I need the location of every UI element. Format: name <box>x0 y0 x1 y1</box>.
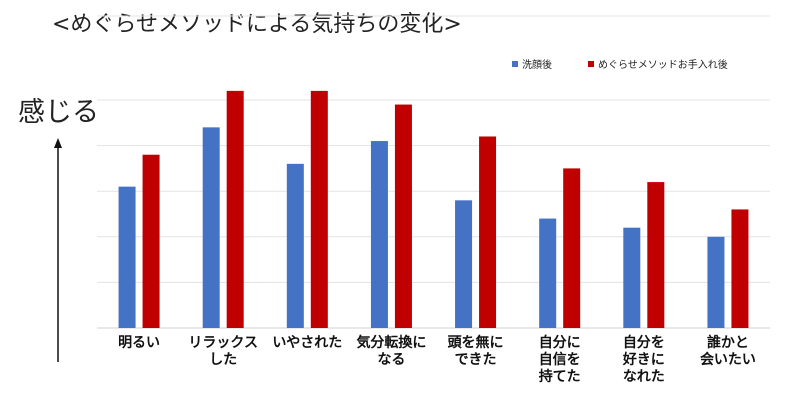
bar-after-5 <box>563 168 581 328</box>
category-label: 気分転換に <box>356 334 426 351</box>
legend-swatch-before <box>512 60 518 67</box>
bar-before-2 <box>286 163 304 328</box>
category-label: 会いたい <box>700 351 756 368</box>
category-label: なる <box>377 352 405 368</box>
bar-after-3 <box>394 104 412 328</box>
legend: 洗顔後 めぐらせメソッドお手入れ後 <box>512 56 728 71</box>
bar-after-1 <box>226 90 244 328</box>
category-label: 頭を無に <box>448 334 504 351</box>
bar-before-6 <box>623 227 641 328</box>
category-label: 自分を <box>623 334 665 351</box>
category-label: できた <box>455 352 497 368</box>
category-label: 明るい <box>118 335 160 351</box>
legend-item-after: めぐらせメソッドお手入れ後 <box>588 56 728 71</box>
bar-before-1 <box>202 127 220 328</box>
category-label: した <box>209 352 237 368</box>
bar-after-0 <box>142 154 160 328</box>
bar-after-7 <box>731 209 749 328</box>
category-label: 好きに <box>622 351 665 368</box>
legend-label-before: 洗顔後 <box>522 60 552 71</box>
bar-after-4 <box>479 136 497 328</box>
arrow-up-icon <box>54 138 62 148</box>
bar-after-2 <box>310 90 328 328</box>
y-axis-label: 感じる <box>18 97 99 128</box>
legend-swatch-after <box>588 60 594 67</box>
category-label: なれた <box>623 369 665 385</box>
bar-before-5 <box>539 218 557 328</box>
category-label: リラックス <box>188 335 258 351</box>
bar-before-7 <box>707 236 725 328</box>
legend-item-before: 洗顔後 <box>512 56 552 71</box>
category-label: 自信を <box>539 351 581 368</box>
legend-label-after: めぐらせメソッドお手入れ後 <box>598 60 728 71</box>
category-label: 持てた <box>539 368 581 385</box>
bar-before-4 <box>455 200 473 328</box>
bar-before-0 <box>118 186 136 328</box>
category-label: 誰かと <box>707 334 749 351</box>
category-label: いやされた <box>272 335 342 351</box>
bar-after-6 <box>647 182 665 328</box>
bar-before-3 <box>370 141 388 328</box>
category-label: 自分に <box>539 334 581 351</box>
